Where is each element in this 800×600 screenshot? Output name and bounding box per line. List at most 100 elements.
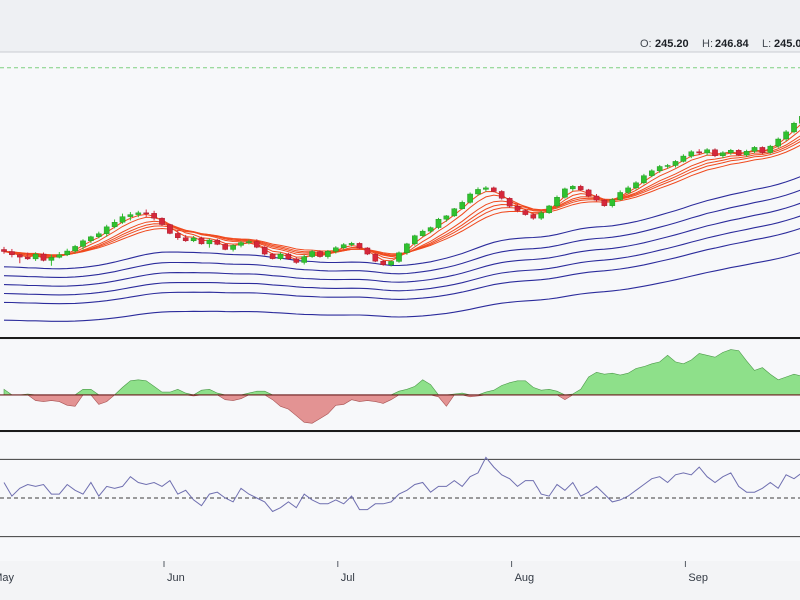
month-label: May: [0, 572, 14, 584]
candle-body: [618, 192, 623, 199]
candle-body: [436, 219, 441, 227]
candle-body: [238, 243, 243, 246]
candle-body: [712, 150, 717, 156]
month-label: Sep: [688, 572, 708, 584]
candle-body: [270, 254, 275, 259]
candle-body: [594, 196, 599, 200]
candle-body: [365, 248, 370, 254]
candle-body: [73, 246, 78, 251]
candlestick[interactable]: [223, 243, 228, 250]
candlestick[interactable]: [373, 253, 378, 262]
candle-body: [144, 213, 149, 214]
candle-body: [507, 198, 512, 206]
candlestick[interactable]: [562, 188, 567, 199]
candle-body: [175, 233, 180, 237]
candle-body: [791, 123, 796, 132]
candle-body: [246, 242, 251, 243]
candle-body: [547, 206, 552, 213]
candlestick[interactable]: [412, 235, 417, 246]
candle-body: [562, 189, 567, 197]
candlestick[interactable]: [547, 205, 552, 214]
candle-body: [428, 228, 433, 232]
high-label: H:: [702, 38, 713, 50]
candle-body: [1, 249, 6, 251]
candle-body: [341, 245, 346, 248]
candlestick[interactable]: [436, 218, 441, 229]
candle-body: [17, 255, 22, 257]
low-value: 245.0: [774, 38, 800, 50]
candle-body: [531, 215, 536, 219]
candle-body: [199, 238, 204, 244]
open-value: 245.20: [655, 38, 689, 50]
candlestick[interactable]: [159, 217, 164, 225]
candlestick[interactable]: [768, 145, 773, 154]
candlestick[interactable]: [357, 242, 362, 249]
candle-body: [357, 243, 362, 248]
candle-body: [88, 237, 93, 241]
candle-body: [49, 257, 54, 260]
candle-body: [444, 216, 449, 219]
candle-body: [325, 251, 330, 256]
candlestick[interactable]: [602, 199, 607, 207]
candlestick[interactable]: [507, 197, 512, 207]
candle-body: [396, 253, 401, 262]
candle-body: [491, 188, 496, 192]
candlestick[interactable]: [499, 190, 504, 199]
candle-body: [483, 188, 488, 190]
candle-body: [254, 242, 259, 248]
candle-body: [25, 257, 30, 259]
candlestick[interactable]: [365, 247, 370, 255]
high-value: 246.84: [715, 38, 750, 50]
candle-body: [41, 254, 46, 260]
candle-body: [57, 255, 62, 258]
month-label: Jun: [167, 572, 185, 584]
candle-body: [389, 261, 394, 264]
candle-body: [539, 213, 544, 218]
candlestick[interactable]: [317, 250, 322, 257]
candle-body: [641, 176, 646, 183]
candle-body: [381, 261, 386, 265]
candle-body: [207, 240, 212, 244]
candle-body: [373, 254, 378, 261]
price-panel[interactable]: [0, 52, 800, 338]
candlestick[interactable]: [554, 196, 559, 208]
candle-body: [104, 227, 109, 234]
candle-body: [681, 156, 686, 161]
candle-body: [744, 151, 749, 155]
month-label: Jul: [341, 572, 355, 584]
candle-body: [657, 166, 662, 170]
candle-body: [310, 252, 315, 257]
candle-body: [610, 200, 615, 206]
candle-body: [554, 197, 559, 206]
candle-body: [578, 186, 583, 190]
candlestick[interactable]: [791, 122, 796, 134]
candle-body: [33, 254, 38, 259]
candle-body: [404, 244, 409, 253]
rsi-panel[interactable]: [0, 433, 800, 561]
candle-body: [167, 225, 172, 234]
candle-body: [586, 190, 591, 196]
candlestick[interactable]: [452, 208, 457, 217]
candlestick[interactable]: [167, 224, 172, 234]
candle-body: [152, 213, 157, 218]
candlestick[interactable]: [468, 192, 473, 203]
candle-body: [333, 248, 338, 252]
candle-body: [9, 252, 14, 255]
candle-body: [515, 206, 520, 210]
candlestick[interactable]: [270, 253, 275, 259]
candle-body: [128, 215, 133, 217]
candlestick[interactable]: [396, 252, 401, 263]
candlestick[interactable]: [262, 246, 267, 255]
candle-body: [215, 240, 220, 244]
candle-body: [626, 188, 631, 193]
candle-body: [523, 211, 528, 215]
candlestick[interactable]: [199, 237, 204, 245]
candlestick[interactable]: [41, 253, 46, 262]
candle-body: [80, 241, 85, 247]
candle-body: [728, 150, 733, 153]
candlestick[interactable]: [736, 149, 741, 156]
candlestick[interactable]: [712, 148, 717, 157]
candlestick[interactable]: [586, 189, 591, 197]
candle-body: [262, 247, 267, 254]
